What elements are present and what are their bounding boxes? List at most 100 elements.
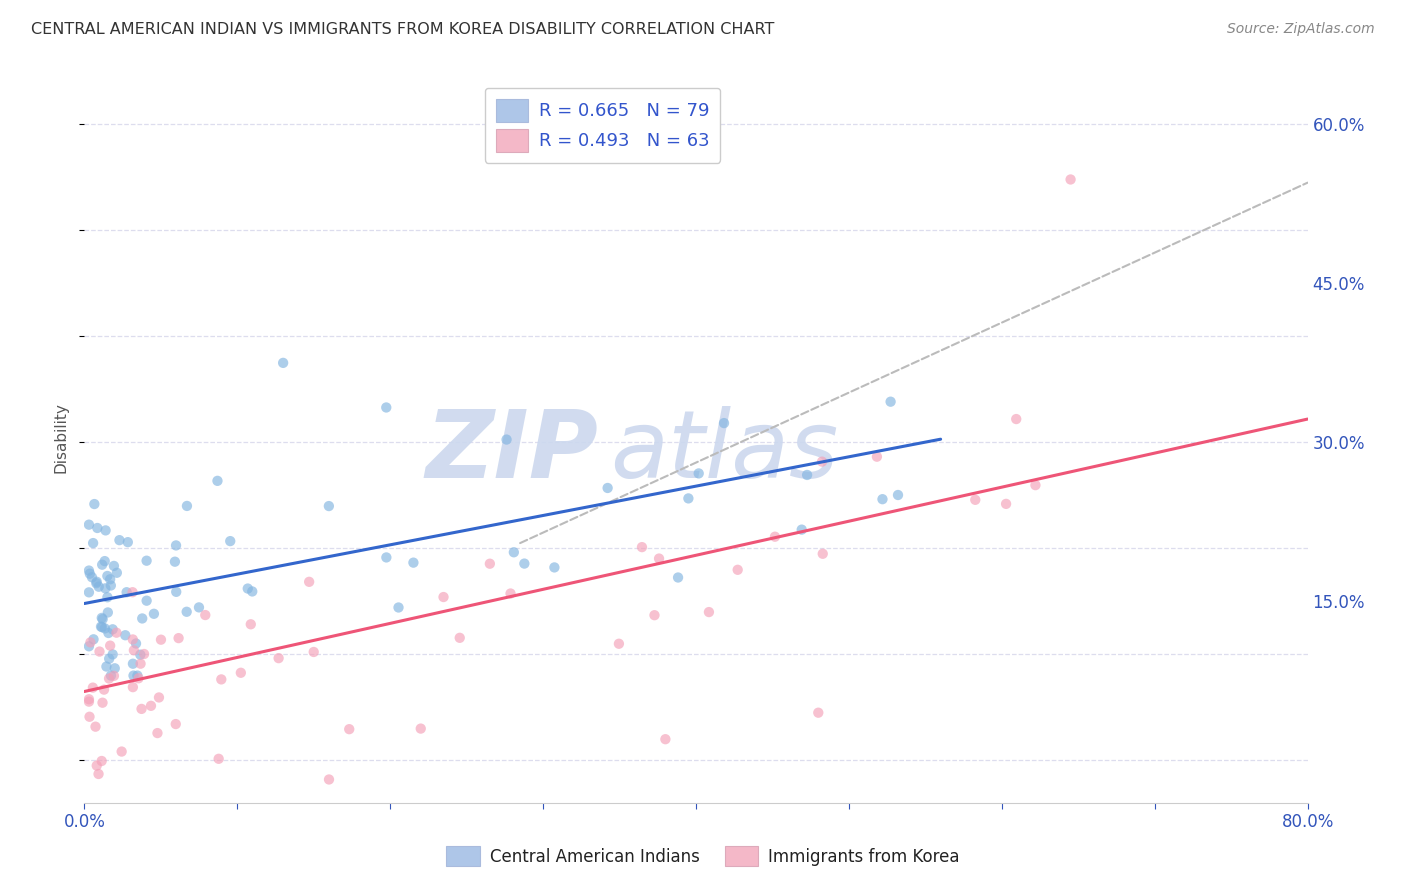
Point (111, 745, 134, 759)
Point (90, 754, 112, 768)
Point (337, 722, 360, 736)
Point (387, 600, 409, 615)
Point (176, 605, 198, 619)
Point (409, 722, 432, 736)
Point (167, 631, 190, 645)
Point (101, 622, 124, 636)
Point (115, 585, 138, 599)
Point (96, 591, 118, 605)
Point (117, 535, 139, 549)
Point (131, 702, 153, 716)
Point (91, 612, 114, 626)
Point (318, 772, 340, 787)
Point (965, 492, 987, 507)
Point (239, 617, 262, 632)
Point (1024, 478, 1046, 492)
Point (91, 558, 114, 572)
Point (648, 551, 671, 566)
Point (125, 636, 148, 650)
Point (240, 584, 263, 599)
Point (103, 669, 125, 683)
Text: ZIP: ZIP (425, 406, 598, 498)
Point (98, 572, 121, 586)
Point (129, 648, 152, 662)
Point (77, 692, 100, 706)
Point (654, 732, 676, 747)
Point (596, 481, 619, 495)
Point (121, 585, 143, 599)
Point (302, 645, 325, 659)
Point (80, 570, 103, 584)
Point (995, 497, 1018, 511)
Point (122, 657, 145, 671)
Point (375, 550, 398, 565)
Point (135, 593, 157, 607)
Point (763, 530, 786, 544)
Point (631, 540, 654, 554)
Point (176, 499, 198, 513)
Point (108, 533, 131, 548)
Point (86, 521, 108, 535)
Point (271, 356, 294, 370)
Point (79, 566, 101, 581)
Point (131, 611, 153, 625)
Point (98, 639, 121, 653)
Point (98, 672, 121, 686)
Point (318, 499, 340, 513)
Point (87, 767, 110, 781)
Point (811, 547, 834, 561)
Legend: Central American Indians, Immigrants from Korea: Central American Indians, Immigrants fro… (440, 839, 966, 873)
Point (713, 416, 735, 430)
Point (100, 578, 122, 592)
Point (449, 631, 471, 645)
Point (94, 524, 117, 538)
Point (879, 394, 901, 409)
Point (666, 570, 689, 584)
Point (84, 576, 107, 591)
Point (402, 556, 425, 570)
Point (83, 632, 105, 647)
Point (77, 517, 100, 532)
Point (866, 450, 889, 464)
Point (91, 620, 114, 634)
Point (375, 401, 398, 415)
Legend: R = 0.665   N = 79, R = 0.493   N = 63: R = 0.665 N = 79, R = 0.493 N = 63 (485, 87, 720, 163)
Point (688, 467, 710, 481)
Text: CENTRAL AMERICAN INDIAN VS IMMIGRANTS FROM KOREA DISABILITY CORRELATION CHART: CENTRAL AMERICAN INDIAN VS IMMIGRANTS FR… (31, 22, 775, 37)
Point (165, 717, 187, 731)
Point (83, 497, 105, 511)
Point (267, 651, 290, 665)
Point (678, 491, 700, 506)
Point (142, 607, 165, 621)
Point (97, 606, 120, 620)
Point (132, 647, 155, 661)
Point (93, 554, 115, 568)
Point (90, 620, 112, 634)
Point (149, 632, 172, 647)
Point (96, 659, 118, 673)
Point (103, 558, 125, 573)
Point (129, 657, 152, 671)
Point (122, 680, 145, 694)
Point (77, 564, 100, 578)
Point (209, 673, 232, 687)
Point (114, 628, 136, 642)
Point (146, 726, 169, 740)
Point (796, 467, 818, 482)
Point (298, 574, 321, 589)
Point (432, 590, 454, 604)
Point (127, 668, 149, 682)
Point (84, 720, 107, 734)
Point (165, 585, 187, 599)
Point (77, 585, 100, 599)
Point (887, 488, 910, 502)
Point (872, 492, 894, 507)
Point (86, 758, 108, 772)
Point (139, 698, 162, 713)
Point (236, 582, 259, 596)
Point (148, 690, 170, 705)
Point (219, 534, 242, 549)
Point (811, 455, 834, 469)
Point (163, 555, 186, 569)
Point (91, 696, 114, 710)
